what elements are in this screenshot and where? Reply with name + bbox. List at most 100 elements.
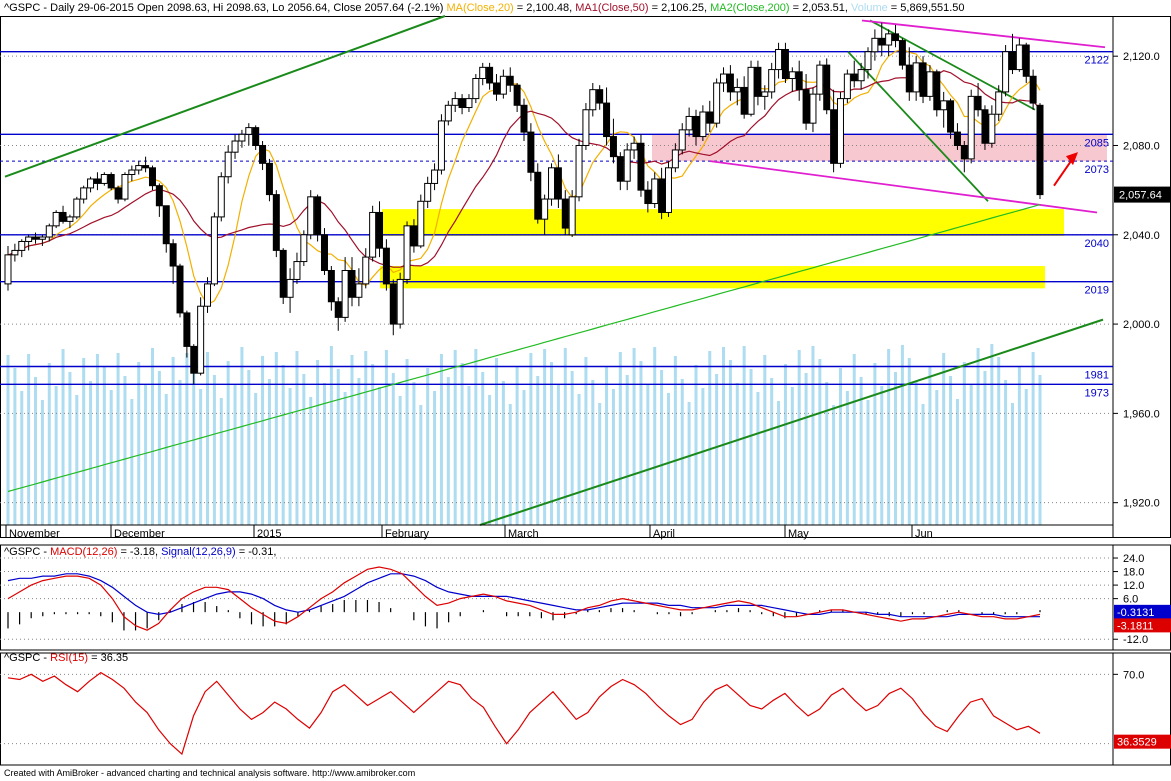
candle: [128, 165, 136, 182]
candle-up: [341, 270, 349, 318]
volume-bar: [343, 392, 347, 525]
candle: [265, 158, 273, 202]
volume-bar: [715, 374, 719, 525]
candle-down: [486, 66, 494, 84]
candle-down: [265, 162, 273, 196]
volume-bar: [212, 375, 216, 525]
candle-up: [231, 140, 239, 153]
volume-bar: [419, 405, 423, 525]
volume-bar: [384, 350, 388, 525]
volume-bar: [591, 380, 595, 525]
candle-up: [871, 37, 879, 53]
support-zone-lower: [380, 266, 1045, 289]
candle-down: [781, 48, 789, 80]
price-tick-label: 1,960.0: [1123, 408, 1160, 420]
candle-up: [417, 200, 425, 247]
candle-down: [754, 66, 762, 97]
candle-down: [348, 270, 356, 298]
candle-down: [706, 111, 714, 124]
candle: [444, 100, 452, 126]
volume-bar: [818, 359, 822, 525]
volume-bar: [962, 362, 966, 525]
candle-up: [885, 33, 893, 46]
candle: [898, 38, 906, 70]
candle-down: [981, 109, 989, 144]
volume-bar: [27, 354, 31, 525]
volume-bar: [536, 376, 540, 525]
candle-up: [809, 93, 817, 124]
candle: [93, 172, 101, 191]
candle-down: [176, 265, 184, 314]
macd-value: = -3.18,: [120, 546, 159, 558]
volume-bar: [866, 400, 870, 525]
candle: [259, 141, 267, 171]
candle: [892, 24, 900, 48]
red-arrow-shaft: [1053, 160, 1072, 187]
open-label: Open 2098.63,: [136, 2, 210, 14]
candle-up: [238, 133, 246, 142]
candle: [38, 234, 46, 246]
candle-up: [300, 234, 308, 263]
month-label-may: May: [788, 528, 809, 540]
volume-bar: [89, 381, 93, 525]
candle-up: [403, 225, 411, 280]
candle: [479, 62, 487, 86]
hi-label: Hi 2098.63,: [212, 2, 270, 14]
macd-header: ^GSPC - MACD(12,26) = -3.18, Signal(12,2…: [4, 546, 276, 558]
level-label-2073: 2073: [1085, 164, 1109, 176]
candle-up: [424, 182, 432, 202]
volume-bar: [777, 401, 781, 525]
volume-bar: [673, 356, 677, 525]
candle: [506, 67, 514, 92]
macd-tick-label: 12.0: [1123, 580, 1144, 592]
candle-down: [616, 156, 624, 182]
volume-bar: [219, 398, 223, 525]
volume-bar: [150, 348, 154, 525]
candle: [376, 201, 384, 258]
candle-up: [843, 73, 851, 100]
candle: [836, 91, 844, 168]
date-label: 29-06-2015: [77, 2, 134, 14]
candle: [18, 239, 26, 258]
candle-up: [431, 169, 439, 184]
volume-bar: [467, 386, 471, 525]
candle: [114, 185, 122, 204]
rsi-value: = 36.35: [91, 652, 129, 664]
candle: [238, 129, 246, 148]
candle: [1015, 38, 1023, 72]
volume-bar: [577, 394, 581, 525]
candle-up: [11, 249, 19, 256]
level-label-1981: 1981: [1085, 369, 1109, 381]
candle: [699, 105, 707, 142]
volume-bar: [254, 393, 258, 525]
candle: [1002, 45, 1010, 97]
volume-bar: [164, 394, 168, 525]
candle-down: [830, 109, 838, 164]
candle-down: [376, 211, 384, 249]
candle: [548, 163, 556, 206]
volume-bar: [102, 367, 106, 525]
volume-bar: [625, 375, 629, 525]
candle-down: [382, 247, 390, 285]
candle-down: [183, 312, 191, 347]
candle-up: [217, 176, 225, 218]
volume-bar: [446, 377, 450, 525]
volume-bar: [267, 379, 271, 525]
lo-label: Lo 2056.64,: [272, 2, 331, 14]
ma20-value: = 2,100.48,: [516, 2, 573, 14]
volume-bar: [309, 397, 313, 525]
volume-bar: [371, 364, 375, 525]
channel-green-lower: [847, 51, 989, 202]
last-close-tag: [1114, 186, 1171, 203]
support-zone-upper: [382, 209, 1064, 236]
volume-bar: [742, 346, 746, 525]
candle-up: [720, 73, 728, 84]
volume-bar: [1010, 403, 1014, 525]
candle: [100, 172, 108, 186]
volume-bar: [515, 367, 519, 525]
candle-down: [644, 189, 652, 205]
volume-bar: [852, 354, 856, 525]
candle-down: [953, 131, 961, 146]
candle: [919, 56, 927, 104]
volume-bar: [453, 350, 457, 525]
